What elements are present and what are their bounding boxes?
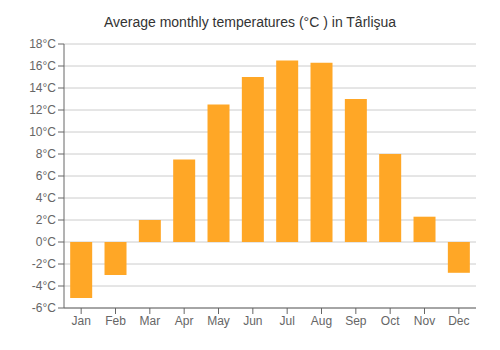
- svg-text:-2°C: -2°C: [32, 257, 56, 271]
- svg-text:Sep: Sep: [345, 314, 367, 328]
- svg-text:8°C: 8°C: [36, 147, 56, 161]
- svg-text:4°C: 4°C: [36, 191, 56, 205]
- svg-text:Apr: Apr: [175, 314, 194, 328]
- svg-text:14°C: 14°C: [29, 81, 56, 95]
- svg-text:Nov: Nov: [414, 314, 435, 328]
- svg-text:0°C: 0°C: [36, 235, 56, 249]
- svg-text:Aug: Aug: [311, 314, 332, 328]
- svg-text:2°C: 2°C: [36, 213, 56, 227]
- svg-text:Oct: Oct: [381, 314, 400, 328]
- svg-text:10°C: 10°C: [29, 125, 56, 139]
- svg-text:-4°C: -4°C: [32, 279, 56, 293]
- svg-text:18°C: 18°C: [29, 37, 56, 51]
- svg-text:Dec: Dec: [448, 314, 469, 328]
- svg-text:Jun: Jun: [243, 314, 262, 328]
- svg-text:Jan: Jan: [71, 314, 90, 328]
- svg-text:Jul: Jul: [279, 314, 294, 328]
- svg-text:Feb: Feb: [105, 314, 126, 328]
- html-text:Average monthly temperatures (: Average monthly temperatures (°C ) in Tâ…: [103, 14, 397, 30]
- svg-text:-6°C: -6°C: [32, 301, 56, 315]
- svg-text:6°C: 6°C: [36, 169, 56, 183]
- svg-text:Mar: Mar: [139, 314, 160, 328]
- svg-text:16°C: 16°C: [29, 59, 56, 73]
- svg-text:May: May: [207, 314, 230, 328]
- svg-text:12°C: 12°C: [29, 103, 56, 117]
